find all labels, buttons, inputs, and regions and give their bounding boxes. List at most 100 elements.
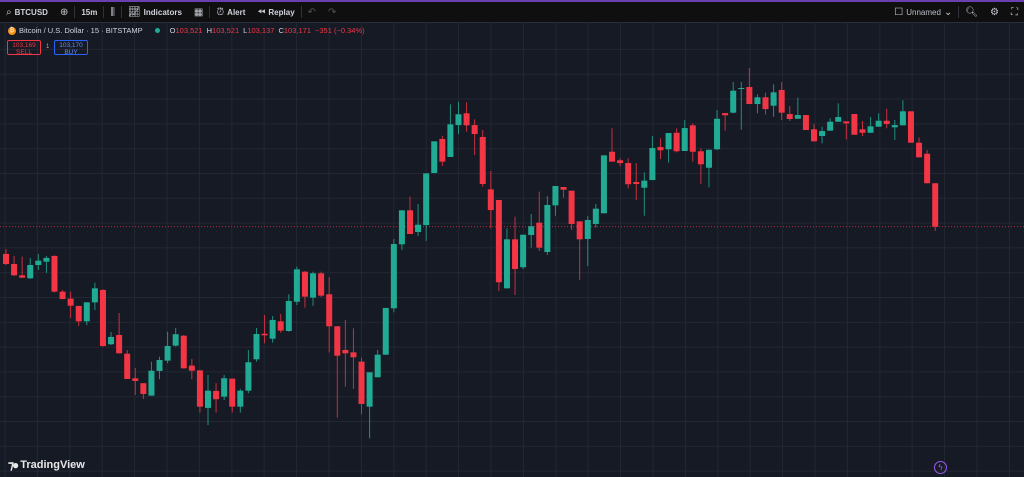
candle-body bbox=[269, 319, 276, 339]
symbol-search-button[interactable]: ⌕ BTCUSD bbox=[0, 2, 54, 22]
zoom-icon: 🔍︎ bbox=[965, 6, 979, 18]
settings-button[interactable]: ⚙ bbox=[984, 2, 1005, 22]
candle-body bbox=[3, 253, 9, 265]
candle-body bbox=[697, 151, 704, 165]
candle-body bbox=[609, 151, 615, 162]
candle-body bbox=[625, 163, 632, 185]
candle-body bbox=[875, 120, 882, 127]
replay-button[interactable]: ⏪︎ Replay bbox=[251, 2, 300, 22]
search-icon: ⌕ bbox=[6, 6, 12, 18]
divider bbox=[209, 6, 211, 18]
candle-body bbox=[705, 149, 712, 168]
redo-button[interactable]: ↷ bbox=[322, 2, 342, 22]
series-title[interactable]: Bitcoin / U.S. Dollar · 15 · BITSTAMP bbox=[19, 26, 143, 35]
candle-body bbox=[431, 141, 438, 173]
alert-button[interactable]: ⏰︎ Alert bbox=[210, 2, 251, 22]
high-value: H103,521 bbox=[206, 26, 240, 35]
rewind-icon: ⏪︎ bbox=[257, 6, 266, 18]
sell-price: 103,169 bbox=[12, 42, 36, 49]
candle-body bbox=[205, 390, 211, 408]
candle-body bbox=[43, 257, 50, 262]
candle-body bbox=[859, 129, 866, 133]
candle-body bbox=[738, 87, 745, 89]
candle-body bbox=[221, 378, 228, 397]
open-value: O103,521 bbox=[169, 26, 203, 35]
candle-body bbox=[27, 265, 34, 279]
candle-body bbox=[778, 89, 785, 113]
candle-body bbox=[188, 365, 195, 371]
fullscreen-button[interactable]: ⛶ bbox=[1005, 2, 1024, 22]
layout-name: Unnamed bbox=[906, 7, 941, 17]
candle-body bbox=[649, 148, 656, 181]
candle-body bbox=[600, 155, 607, 214]
candle-body bbox=[310, 273, 317, 298]
indicators-button[interactable]: 📈︎ Indicators bbox=[122, 2, 188, 22]
top-toolbar: ⌕ BTCUSD ⊕ 15m ⫼ 📈︎ Indicators ▦ ⏰︎ Aler… bbox=[0, 2, 1024, 23]
candle-body bbox=[544, 204, 551, 252]
candle-body bbox=[592, 208, 599, 224]
sell-label: SELL bbox=[16, 49, 32, 56]
candle-body bbox=[75, 305, 82, 322]
candle-body bbox=[576, 221, 583, 240]
templates-button[interactable]: ▦ bbox=[188, 2, 209, 22]
candle-body bbox=[261, 333, 268, 336]
candle-body bbox=[899, 111, 906, 126]
candle-body bbox=[213, 390, 220, 400]
candle-body bbox=[91, 288, 98, 303]
window-border bbox=[0, 0, 1024, 2]
divider bbox=[958, 6, 960, 18]
candle-body bbox=[318, 273, 325, 296]
chart-type-button[interactable]: ⫼ bbox=[104, 2, 121, 22]
candle-body bbox=[471, 125, 478, 135]
grid-icon: ▦ bbox=[193, 6, 204, 18]
tradingview-logo[interactable]: ⁊● TradingView bbox=[8, 458, 85, 472]
square-icon: ☐ bbox=[894, 6, 904, 18]
candle-body bbox=[334, 326, 341, 356]
buy-button[interactable]: 103,170 BUY bbox=[54, 40, 88, 56]
compare-symbol-button[interactable]: ⊕ bbox=[54, 2, 74, 22]
candle-body bbox=[811, 129, 817, 142]
candle-body bbox=[116, 334, 123, 354]
quick-search-button[interactable]: 🔍︎ bbox=[959, 2, 984, 22]
redo-icon: ↷ bbox=[328, 6, 337, 18]
low-value: L103,137 bbox=[243, 26, 275, 35]
fullscreen-icon: ⛶ bbox=[1011, 6, 1018, 18]
candle-body bbox=[196, 370, 203, 407]
lightning-icon[interactable]: ϟ bbox=[934, 461, 947, 474]
undo-button[interactable]: ↶ bbox=[302, 2, 322, 22]
candle-body bbox=[164, 346, 171, 361]
candle-body bbox=[132, 378, 139, 381]
candle-body bbox=[51, 255, 58, 292]
candle-body bbox=[326, 294, 333, 327]
candle-body bbox=[528, 226, 535, 235]
candle-body bbox=[398, 210, 405, 245]
candle-body bbox=[851, 114, 858, 135]
interval-button[interactable]: 15m bbox=[75, 2, 103, 22]
replay-label: Replay bbox=[268, 7, 295, 17]
divider bbox=[103, 6, 105, 18]
candle-body bbox=[237, 390, 244, 407]
indicators-label: Indicators bbox=[143, 7, 182, 17]
candle-body bbox=[99, 289, 106, 347]
candle-body bbox=[762, 97, 769, 110]
candle-body bbox=[754, 97, 761, 104]
candle-body bbox=[390, 244, 397, 309]
candle-body bbox=[35, 260, 42, 266]
indicators-icon: 📈︎ bbox=[127, 6, 141, 18]
sell-button[interactable]: 103,169 SELL bbox=[7, 40, 41, 56]
candle-body bbox=[503, 239, 510, 289]
candle-body bbox=[891, 125, 898, 128]
spread-value: 1 bbox=[46, 44, 50, 50]
candle-body bbox=[180, 335, 187, 369]
candle-body bbox=[415, 224, 422, 233]
layout-button[interactable]: ☐ Unnamed ⌄ bbox=[888, 2, 958, 22]
candle-body bbox=[358, 361, 365, 404]
symbol-label: BTCUSD bbox=[14, 7, 48, 17]
candle-body bbox=[366, 372, 373, 407]
series-legend: ₿ Bitcoin / U.S. Dollar · 15 · BITSTAMP … bbox=[8, 26, 369, 35]
candle-body bbox=[786, 114, 793, 120]
candle-body bbox=[907, 111, 914, 143]
candle-body bbox=[802, 115, 809, 131]
candle-body bbox=[843, 121, 850, 124]
